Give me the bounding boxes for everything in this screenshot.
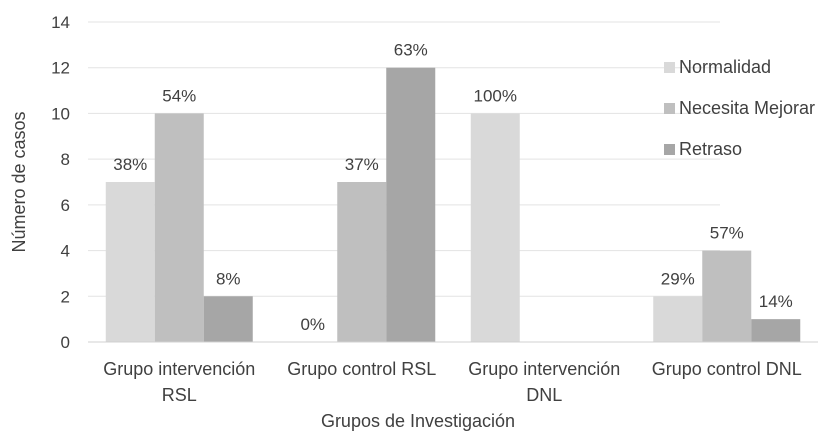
- bar-normalidad: [653, 296, 703, 342]
- bar-retraso: [751, 319, 801, 342]
- data-label: 54%: [162, 86, 196, 105]
- data-label: 0%: [300, 315, 325, 334]
- legend-swatch: [664, 103, 675, 114]
- x-category-label: Grupo intervención: [468, 359, 620, 379]
- data-label: 8%: [216, 269, 241, 288]
- legend-label: Retraso: [679, 139, 742, 159]
- bar-normalidad: [105, 182, 155, 342]
- y-axis-title: Número de casos: [9, 111, 29, 252]
- bar-retraso: [386, 67, 436, 342]
- data-label: 57%: [710, 224, 744, 243]
- bar-retraso: [203, 296, 253, 342]
- bar-necesita-mejorar: [154, 113, 204, 342]
- x-category-label: RSL: [162, 385, 197, 405]
- bar-normalidad: [470, 113, 520, 342]
- x-category-label: Grupo control DNL: [652, 359, 802, 379]
- y-tick-label: 14: [51, 13, 70, 32]
- x-category-label: Grupo intervención: [103, 359, 255, 379]
- bar-necesita-mejorar: [702, 250, 752, 342]
- y-tick-label: 6: [61, 196, 70, 215]
- bar-necesita-mejorar: [337, 182, 387, 342]
- y-tick-label: 12: [51, 59, 70, 78]
- y-tick-label: 4: [61, 242, 70, 261]
- y-tick-label: 0: [61, 333, 70, 352]
- y-tick-label: 2: [61, 287, 70, 306]
- data-label: 63%: [394, 41, 428, 60]
- x-category-label: DNL: [526, 385, 562, 405]
- x-axis-title: Grupos de Investigación: [321, 411, 515, 431]
- y-tick-label: 10: [51, 104, 70, 123]
- data-label: 37%: [345, 155, 379, 174]
- legend-label: Necesita Mejorar: [679, 98, 815, 118]
- y-tick-label: 8: [61, 150, 70, 169]
- legend-swatch: [664, 62, 675, 73]
- legend-swatch: [664, 144, 675, 155]
- data-label: 100%: [474, 86, 517, 105]
- x-category-label: Grupo control RSL: [287, 359, 436, 379]
- legend-label: Normalidad: [679, 57, 771, 77]
- data-label: 29%: [661, 269, 695, 288]
- data-label: 38%: [113, 155, 147, 174]
- data-label: 14%: [759, 292, 793, 311]
